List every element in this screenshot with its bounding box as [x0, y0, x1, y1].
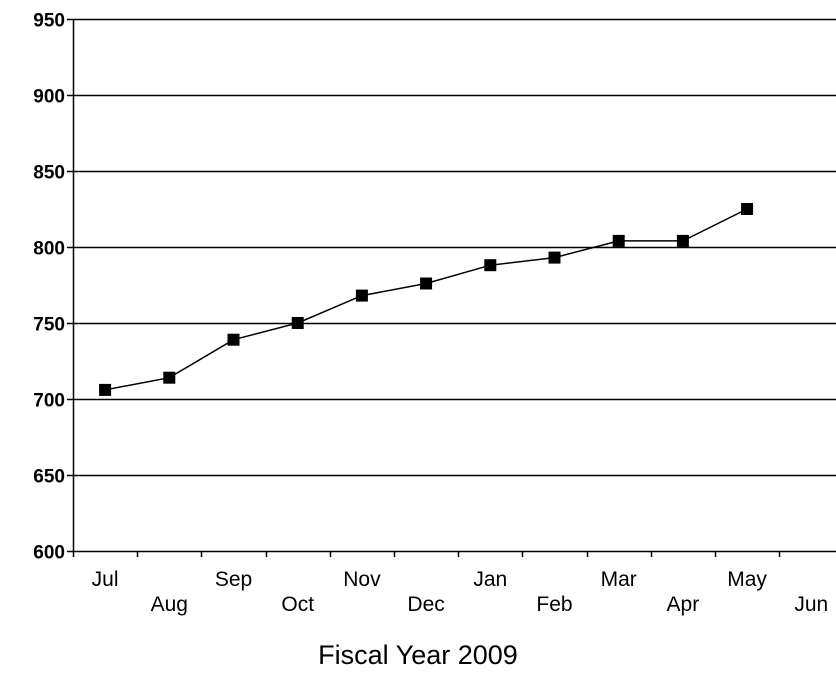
x-tick-label: Mar: [601, 568, 637, 591]
x-tick-label: Jan: [473, 568, 507, 591]
y-tick-labels: 600 650 700 750 800 850 900 950: [33, 11, 65, 564]
y-tick-label: 950: [33, 11, 65, 32]
x-tick-label: Oct: [281, 593, 314, 616]
data-point-apr: [676, 234, 689, 247]
y-tick-label: 700: [33, 391, 65, 412]
series-group: [99, 203, 754, 396]
x-tick-label: Aug: [151, 593, 188, 616]
y-tick-label: 800: [33, 239, 65, 260]
series-line: [104, 208, 748, 391]
gridlines: [73, 18, 836, 477]
x-tick-label: Dec: [407, 593, 444, 616]
x-tick-label: Sep: [215, 568, 252, 591]
x-tick-label: Jun: [794, 593, 828, 616]
data-point-oct: [291, 317, 304, 329]
x-tick-label: Feb: [536, 593, 572, 616]
x-axis-label: Fiscal Year 2009: [318, 640, 518, 670]
y-tick-label: 600: [33, 543, 65, 564]
data-point-aug: [163, 371, 176, 384]
data-point-feb: [548, 251, 561, 264]
data-point-sep: [227, 333, 240, 346]
data-point-may: [741, 203, 754, 215]
data-point-dec: [420, 277, 433, 290]
x-tick-labels: Jul Aug Sep Oct Nov Dec Jan Feb Mar Apr May Jun: [92, 568, 829, 616]
data-point-mar: [612, 234, 625, 247]
data-point-jan: [484, 259, 497, 272]
x-tick-label: Nov: [343, 568, 381, 591]
y-tick-label: 650: [33, 467, 65, 488]
x-tick-label: May: [727, 568, 767, 591]
x-tick-label: Apr: [667, 593, 700, 616]
y-tick-label: 900: [33, 87, 65, 108]
y-tick-label: 850: [33, 163, 65, 184]
axes: [67, 18, 836, 557]
y-tick-label: 750: [33, 315, 65, 336]
x-tick-label: Jul: [92, 568, 119, 591]
data-point-jul: [99, 383, 112, 396]
data-point-nov: [355, 289, 368, 302]
